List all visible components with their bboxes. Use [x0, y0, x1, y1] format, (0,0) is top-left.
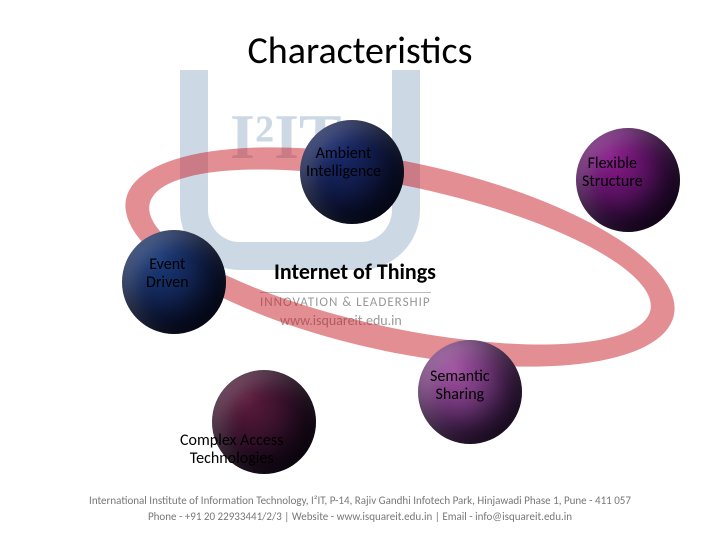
- center-heading: Internet of Things: [274, 258, 436, 285]
- sphere-label-complex: Complex AccessTechnologies: [180, 432, 283, 467]
- page-title: Characteristics: [0, 28, 720, 74]
- footer-line2: Phone - +91 20 22933441/2/3 | Website - …: [0, 509, 720, 524]
- footer-line1: International Institute of Information T…: [0, 493, 720, 508]
- sphere-label-semantic: SemanticSharing: [430, 368, 490, 403]
- sphere-label-event: EventDriven: [146, 256, 189, 291]
- sphere-label-ambient: AmbientIntelligence: [306, 145, 381, 180]
- footer: International Institute of Information T…: [0, 493, 720, 524]
- sphere-label-flexible: FlexibleStructure: [582, 155, 643, 190]
